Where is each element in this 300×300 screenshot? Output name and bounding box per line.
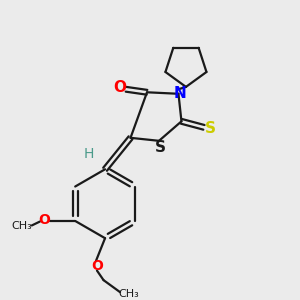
Text: CH₃: CH₃ (118, 289, 139, 298)
Text: CH₃: CH₃ (12, 221, 33, 231)
Text: H: H (83, 147, 94, 161)
Text: N: N (174, 86, 186, 101)
Text: O: O (92, 259, 104, 273)
Text: O: O (38, 213, 50, 227)
Text: S: S (155, 140, 166, 155)
Text: S: S (205, 121, 216, 136)
Text: O: O (113, 80, 126, 95)
